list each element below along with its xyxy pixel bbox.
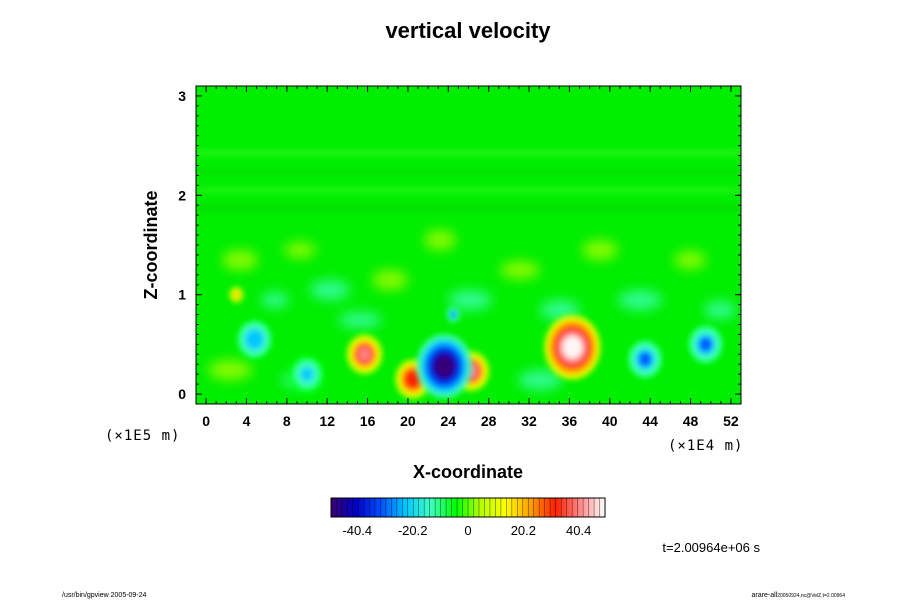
feature-contour [248,332,262,347]
colorbar-tick-label: 20.2 [511,523,536,538]
heatmap-field [196,86,741,404]
feature-contour [562,335,583,359]
x-tick-label: 24 [441,413,457,429]
colorbar: -40.4 -20.2 0 20.2 40.4 [330,497,606,538]
feature-downdraft [627,339,664,380]
colorbar-tick-label: -40.4 [342,523,372,538]
feature-downdraft [687,324,724,365]
footer-right-main: arare-all [752,592,778,599]
x-tick-label: 44 [642,413,658,429]
feature-updraft-core [544,315,601,380]
chart-title: vertical velocity [385,18,551,43]
feature-contour [434,354,455,378]
feature-downdraft [289,354,326,395]
x-tick-label: 8 [283,413,291,429]
x-tick-label: 0 [202,413,210,429]
x-axis-title: X-coordinate [413,462,523,482]
turbulence-texture [208,230,736,390]
y-tick-label: 1 [178,287,186,303]
x-tick-label: 20 [400,413,416,429]
x-tick-label: 12 [319,413,335,429]
footer-right-small: 20050924.nc@VelZ,t=2.00964 [777,593,845,599]
feature-downdraft-small [446,306,461,323]
y-tick-label: 0 [178,386,186,402]
y-scale-note: (×1E5 m) [105,428,180,444]
x-tick-label: 16 [360,413,376,429]
footer-right: arare-all20050924.nc@VelZ,t=2.00964 [752,592,846,599]
feature-updraft [346,334,383,375]
y-axis-title: Z-coordinate [141,190,161,299]
time-label: t=2.00964e+06 s [662,540,760,555]
x-tick-label: 32 [521,413,537,429]
feature-updraft-small [229,286,244,303]
feature-contour [358,347,372,362]
x-axis: 0 4 8 12 16 20 24 28 32 36 40 44 48 52 [195,86,742,429]
feature-downdraft [236,319,273,360]
x-tick-label: 28 [481,413,497,429]
x-tick-label: 4 [243,413,251,429]
y-axis: 0 1 2 3 [178,88,741,402]
feature-contour [699,337,713,352]
x-scale-note: (×1E4 m) [668,438,743,454]
feature-contour [233,291,239,298]
feature-contour [406,371,420,387]
x-tick-label: 52 [723,413,739,429]
y-tick-label: 3 [178,88,186,104]
colorbar-tick-label: 40.4 [566,523,591,538]
x-tick-label: 40 [602,413,618,429]
x-tick-label: 48 [683,413,699,429]
colorbar-tick-label: 0 [464,523,471,538]
y-tick-label: 2 [178,187,186,203]
feature-contour [300,366,314,382]
x-tick-label: 36 [562,413,578,429]
feature-layer [229,286,724,400]
colorbar-ticks: -40.4 -20.2 0 20.2 40.4 [342,523,591,538]
footer-left: /usr/bin/gpview 2005-09-24 [62,592,147,599]
feature-contour [638,352,652,367]
colorbar-divisions [336,498,600,517]
colorbar-tick-label: -20.2 [398,523,428,538]
upper-wave-bands [196,150,741,211]
feature-contour [450,311,456,318]
feature-downdraft-core [416,334,473,399]
